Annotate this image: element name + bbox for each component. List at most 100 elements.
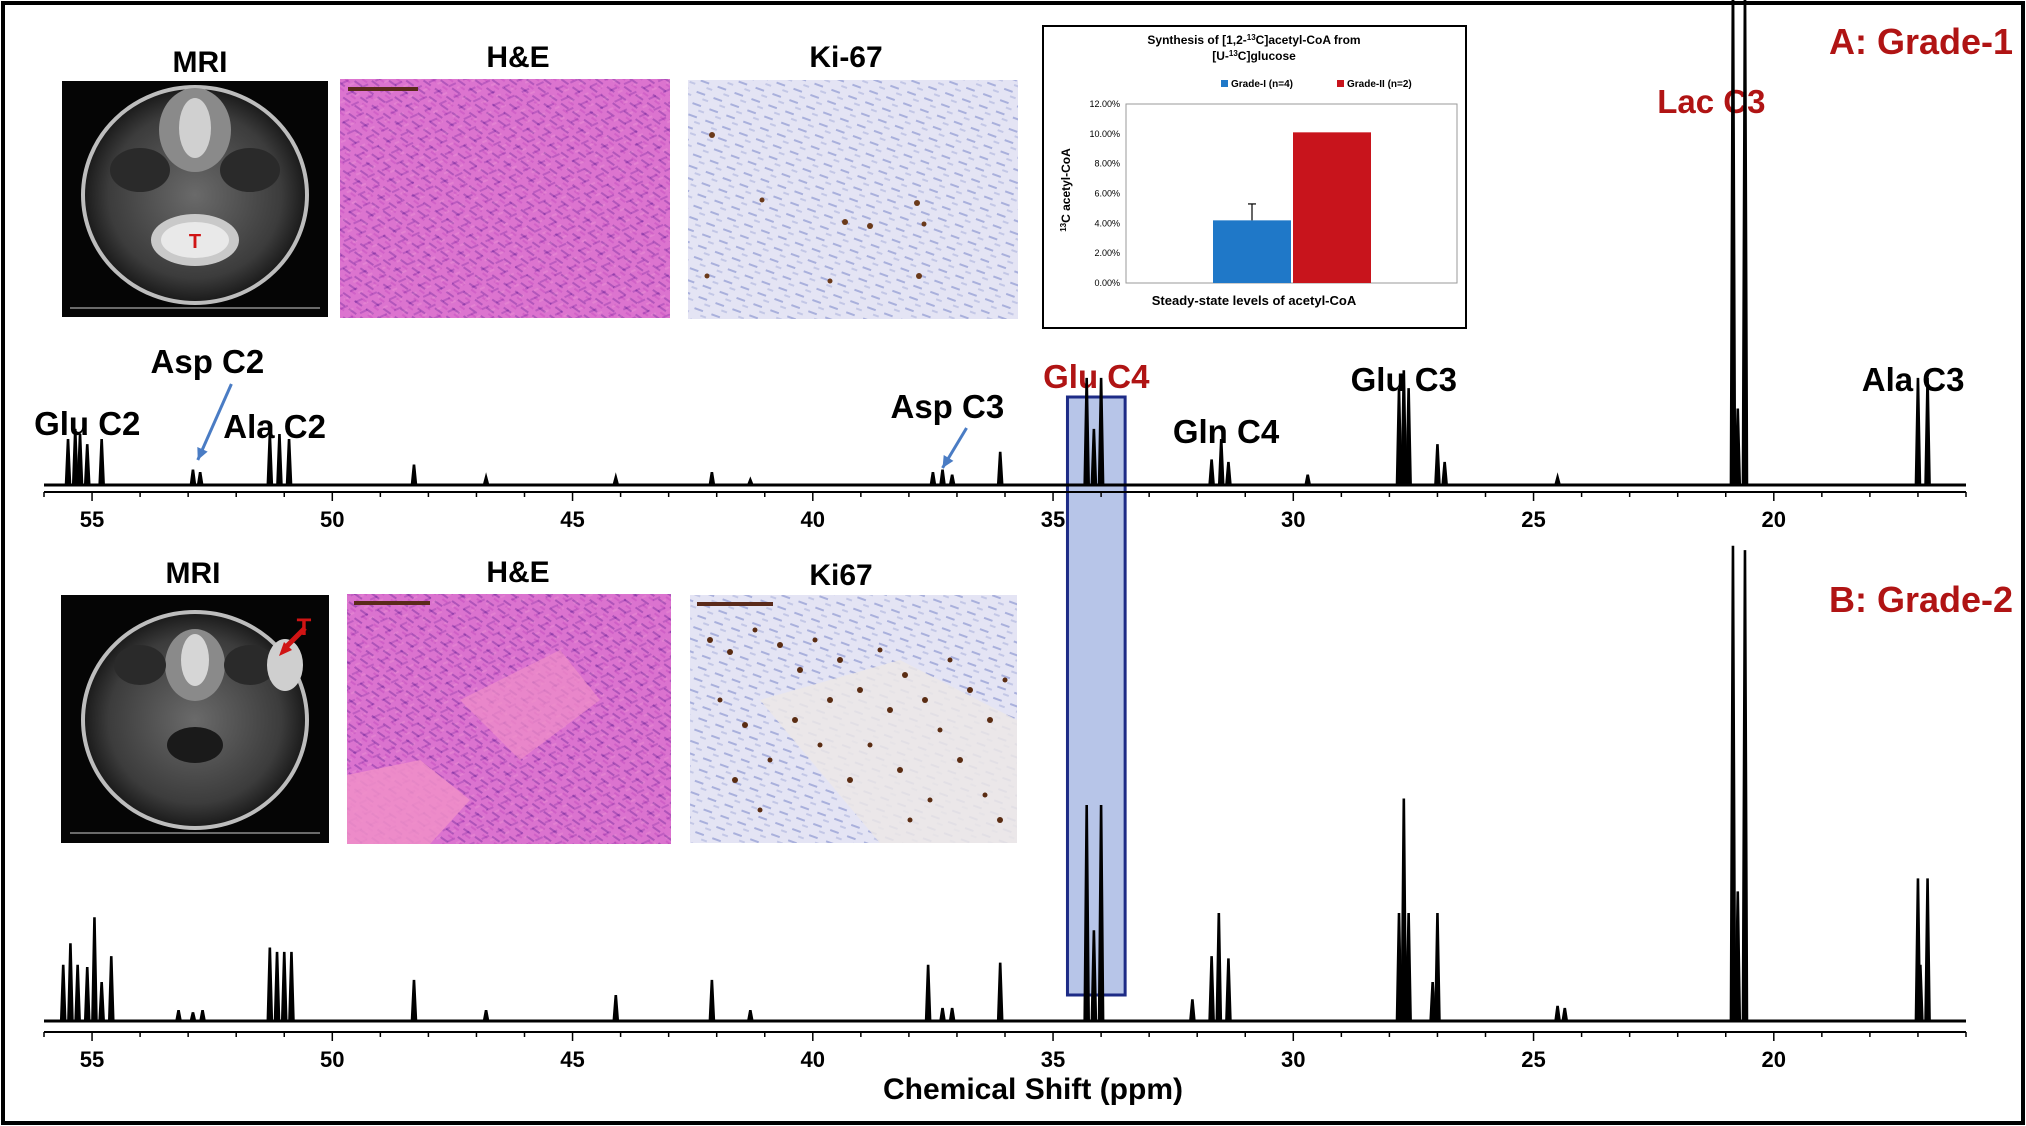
spectrum-peak-grade-1 [1217,439,1225,486]
spectrum-peak-grade-1 [747,476,754,486]
x-axis-tick-label: 45 [560,507,584,532]
spectrum-peak-grade-2 [1083,804,1090,1022]
spectrum-peak-grade-2 [107,956,115,1022]
spectrum-peak-grade-2 [1405,912,1412,1022]
peak-label-ala-c3: Ala C3 [1862,361,1965,398]
spectrum-peak-grade-1 [612,472,620,486]
spectrum-peak-grade-1 [1734,408,1742,486]
spectrum-peak-grade-1 [482,472,490,486]
inset-chart-legend: Grade-I (n=4) Grade-II (n=2) [1221,79,1412,90]
spectrum-peak-grade-2 [1225,958,1232,1022]
inset-bar-grade-1 [1213,220,1291,283]
spectrum-peak-grade-2 [924,964,932,1022]
x-axis-tick-label: 35 [1041,1047,1065,1072]
spectrum-peak-grade-1 [83,444,91,486]
spectrum-peak-grade-1 [708,472,716,486]
spectrum-peak-grade-2 [273,951,281,1022]
inset-chart-title-line1: Synthesis of [1,2-13C]acetyl-CoA from [1147,33,1360,48]
peak-label-gln-c4: Gln C4 [1173,413,1280,450]
spectrum-peak-grade-2 [1395,912,1403,1022]
spectrum-peak-grade-1 [1741,0,1749,486]
spectrum-peak-grade-2 [59,964,67,1022]
spectrum-grade-1 [44,0,1966,487]
legend-grade-2: Grade-II (n=2) [1347,79,1412,90]
spectrum-peak-grade-1 [285,439,293,486]
x-axis-tick-label: 25 [1521,507,1545,532]
panel-b-he-image [347,594,671,844]
x-axis-tick-label: 25 [1521,1047,1545,1072]
legend-grade-1: Grade-I (n=4) [1231,79,1293,90]
spectrum-peak-grade-2 [1924,878,1931,1022]
asp-c3-arrow-head [942,455,954,468]
spectrum-peak-grade-1 [1729,0,1737,486]
spectrum-peak-grade-1 [996,451,1004,486]
peak-label-glu-c2: Glu C2 [34,405,140,442]
spectrum-peak-grade-2 [67,943,74,1022]
spectrum-peak-grade-1 [1400,370,1408,486]
inset-y-tick-label: 2.00% [1094,248,1120,258]
spectrum-peak-grade-2 [1208,956,1215,1022]
spectrum-peak-grade-2 [1097,804,1105,1022]
spectrum-peak-grade-1 [266,433,274,486]
spectrum-peak-grade-2 [98,982,105,1022]
spectrum-peak-grade-1 [939,469,946,486]
spectrum-peak-grade-1 [1395,388,1403,486]
spectrum-peak-grade-2 [189,1012,197,1022]
spectrum-peak-grade-2 [1090,930,1098,1022]
spectrum-peak-grade-1 [189,469,197,486]
x-axis-tick-label: 55 [80,507,104,532]
panel-a-ki67-image [688,80,1018,319]
spectrum-peak-grade-2 [74,964,81,1022]
panel-a-mri-image: T [62,81,328,317]
asp-c2-arrow-head [197,447,208,460]
spectrum-peak-grade-1 [1097,377,1105,486]
spectrum-peak-grade-2 [612,994,620,1022]
peak-label-lac-c3: Lac C3 [1657,83,1765,120]
panel-b-title: B: Grade-2 [1829,579,2013,620]
spectrum-peak-grade-2 [1215,912,1223,1022]
spectrum-peak-grade-1 [1083,377,1090,486]
spectrum-peak-grade-2 [1554,1005,1561,1022]
spectrum-peak-grade-2 [708,979,716,1022]
panel-a-images: MRI H&E Ki-67 T [62,41,1018,319]
panel-b-mri-image: T [61,595,329,843]
x-axis-tick-label: 30 [1281,1047,1305,1072]
peak-label-asp-c3: Asp C3 [890,388,1004,425]
peak-label-ala-c2: Ala C2 [223,408,326,445]
panel-b-mri-tumor-marker: T [297,614,312,641]
peak-label-glu-c4: Glu C4 [1043,358,1150,395]
x-axis-tick-label: 40 [801,507,825,532]
panel-b-ki67-image [690,595,1017,843]
panel-a-mri-title: MRI [173,46,228,79]
x-axis-tick-label: 40 [801,1047,825,1072]
inset-y-tick-label: 0.00% [1094,278,1120,288]
inset-y-axis-label: 13C acetyl-CoA [1059,148,1074,232]
spectrum-peak-grade-1 [1434,444,1441,486]
inset-plot-area [1125,103,1458,284]
asp-c2-arrow [196,383,233,461]
x-axis-tick-label: 45 [560,1047,584,1072]
inset-y-tick-label: 12.00% [1089,99,1120,109]
spectrum-peak-grade-2 [199,1009,206,1022]
spectrum-peak-grade-2 [1729,545,1737,1022]
peak-label-asp-c2: Asp C2 [151,343,265,380]
spectrum-peak-grade-2 [1429,982,1436,1022]
spectrum-peak-grade-2 [175,1009,182,1022]
x-axis-tick-label: 50 [320,1047,344,1072]
x-axis-tick-label: 20 [1762,1047,1786,1072]
spectrum-peak-grade-2 [83,966,91,1022]
spectrum-peak-grade-2 [410,979,418,1022]
spectrum-peak-grade-1 [98,439,105,486]
panel-b-he-title: H&E [486,556,549,589]
spectrum-peak-grade-2 [91,917,98,1022]
inset-bar-chart: Synthesis of [1,2-13C]acetyl-CoA from [U… [1042,25,1467,329]
spectrum-peak-grade-1 [76,433,84,486]
spectrum-peak-grade-2 [1734,891,1742,1022]
spectrum-peak-grade-2 [1917,964,1924,1022]
inset-y-tick-label: 6.00% [1094,189,1120,199]
spectrum-grade-2 [44,545,1966,1023]
inset-y-tick-label: 4.00% [1094,218,1120,228]
x-axis-title: Chemical Shift (ppm) [883,1073,1183,1106]
